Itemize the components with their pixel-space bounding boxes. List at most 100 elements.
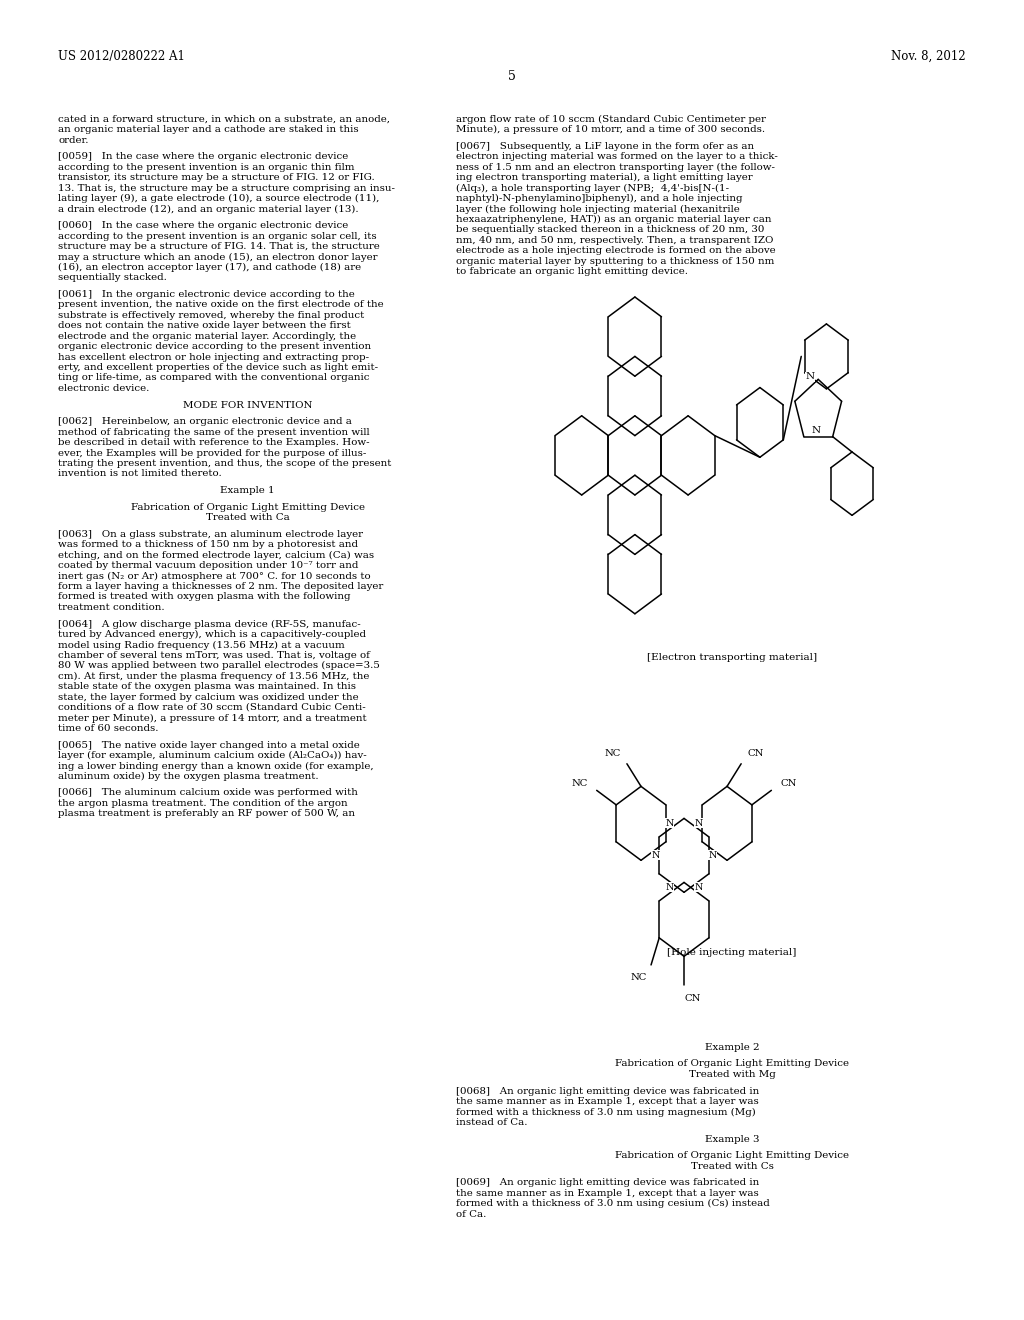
Text: model using Radio frequency (13.56 MHz) at a vacuum: model using Radio frequency (13.56 MHz) … (58, 640, 345, 649)
Text: (Alq₃), a hole transporting layer (NPB;  4,4'-bis[N-(1-: (Alq₃), a hole transporting layer (NPB; … (456, 183, 729, 193)
Text: chamber of several tens mTorr, was used. That is, voltage of: chamber of several tens mTorr, was used.… (58, 651, 371, 660)
Text: [0067]   Subsequently, a LiF layone in the form ofer as an: [0067] Subsequently, a LiF layone in the… (456, 143, 754, 150)
Text: N: N (651, 851, 659, 859)
Text: cm). At first, under the plasma frequency of 13.56 MHz, the: cm). At first, under the plasma frequenc… (58, 672, 370, 681)
Text: Treated with Ca: Treated with Ca (206, 513, 290, 523)
Text: NC: NC (571, 779, 588, 788)
Text: Treated with Mg: Treated with Mg (689, 1071, 775, 1078)
Text: CN: CN (748, 748, 764, 758)
Text: Fabrication of Organic Light Emitting Device: Fabrication of Organic Light Emitting De… (615, 1151, 849, 1160)
Text: ing a lower binding energy than a known oxide (for example,: ing a lower binding energy than a known … (58, 762, 374, 771)
Text: [Hole injecting material]: [Hole injecting material] (668, 948, 797, 957)
Text: according to the present invention is an organic thin film: according to the present invention is an… (58, 162, 355, 172)
Text: may a structure which an anode (15), an electron donor layer: may a structure which an anode (15), an … (58, 252, 378, 261)
Text: present invention, the native oxide on the first electrode of the: present invention, the native oxide on t… (58, 301, 384, 309)
Text: nm, 40 nm, and 50 nm, respectively. Then, a transparent IZO: nm, 40 nm, and 50 nm, respectively. Then… (456, 236, 773, 244)
Text: erty, and excellent properties of the device such as light emit-: erty, and excellent properties of the de… (58, 363, 379, 372)
Text: sequentially stacked.: sequentially stacked. (58, 273, 167, 282)
Text: [0064]   A glow discharge plasma device (RF-5S, manufac-: [0064] A glow discharge plasma device (R… (58, 619, 361, 628)
Text: a drain electrode (12), and an organic material layer (13).: a drain electrode (12), and an organic m… (58, 205, 359, 214)
Text: inert gas (N₂ or Ar) atmosphere at 700° C. for 10 seconds to: inert gas (N₂ or Ar) atmosphere at 700° … (58, 572, 371, 581)
Text: an organic material layer and a cathode are staked in this: an organic material layer and a cathode … (58, 125, 359, 135)
Text: [0066]   The aluminum calcium oxide was performed with: [0066] The aluminum calcium oxide was pe… (58, 788, 358, 797)
Text: [0063]   On a glass substrate, an aluminum electrode layer: [0063] On a glass substrate, an aluminum… (58, 529, 364, 539)
Text: [0069]   An organic light emitting device was fabricated in: [0069] An organic light emitting device … (456, 1179, 759, 1188)
Text: 80 W was applied between two parallel electrodes (space=3.5: 80 W was applied between two parallel el… (58, 661, 380, 671)
Text: N: N (666, 883, 674, 892)
Text: Minute), a pressure of 10 mtorr, and a time of 300 seconds.: Minute), a pressure of 10 mtorr, and a t… (456, 125, 765, 135)
Text: stable state of the oxygen plasma was maintained. In this: stable state of the oxygen plasma was ma… (58, 682, 356, 692)
Text: transistor, its structure may be a structure of FIG. 12 or FIG.: transistor, its structure may be a struc… (58, 173, 375, 182)
Text: lating layer (9), a gate electrode (10), a source electrode (11),: lating layer (9), a gate electrode (10),… (58, 194, 380, 203)
Text: according to the present invention is an organic solar cell, its: according to the present invention is an… (58, 231, 377, 240)
Text: Nov. 8, 2012: Nov. 8, 2012 (891, 50, 966, 63)
Text: be sequentially stacked thereon in a thickness of 20 nm, 30: be sequentially stacked thereon in a thi… (456, 226, 764, 235)
Text: ing electron transporting material), a light emitting layer: ing electron transporting material), a l… (456, 173, 753, 182)
Text: (16), an electron acceptor layer (17), and cathode (18) are: (16), an electron acceptor layer (17), a… (58, 263, 361, 272)
Text: Treated with Cs: Treated with Cs (691, 1162, 773, 1171)
Text: N: N (694, 818, 702, 828)
Text: the same manner as in Example 1, except that a layer was: the same manner as in Example 1, except … (456, 1189, 759, 1197)
Text: Example 1: Example 1 (220, 486, 275, 495)
Text: of Ca.: of Ca. (456, 1209, 486, 1218)
Text: naphtyl)-N-phenylamino]biphenyl), and a hole injecting: naphtyl)-N-phenylamino]biphenyl), and a … (456, 194, 742, 203)
Text: N: N (694, 883, 702, 892)
Text: hexaazatriphenylene, HAT)) as an organic material layer can: hexaazatriphenylene, HAT)) as an organic… (456, 215, 771, 224)
Text: [0061]   In the organic electronic device according to the: [0061] In the organic electronic device … (58, 290, 355, 300)
Text: layer (the following hole injecting material (hexanitrile: layer (the following hole injecting mate… (456, 205, 739, 214)
Text: aluminum oxide) by the oxygen plasma treatment.: aluminum oxide) by the oxygen plasma tre… (58, 772, 319, 781)
Text: invention is not limited thereto.: invention is not limited thereto. (58, 470, 222, 478)
Text: N: N (811, 425, 820, 434)
Text: to fabricate an organic light emitting device.: to fabricate an organic light emitting d… (456, 267, 688, 276)
Text: meter per Minute), a pressure of 14 mtorr, and a treatment: meter per Minute), a pressure of 14 mtor… (58, 713, 367, 722)
Text: layer (for example, aluminum calcium oxide (Al₂CaO₄)) hav-: layer (for example, aluminum calcium oxi… (58, 751, 368, 760)
Text: the same manner as in Example 1, except that a layer was: the same manner as in Example 1, except … (456, 1097, 759, 1106)
Text: electron injecting material was formed on the layer to a thick-: electron injecting material was formed o… (456, 152, 777, 161)
Text: electronic device.: electronic device. (58, 384, 150, 393)
Text: tured by Advanced energy), which is a capacitively-coupled: tured by Advanced energy), which is a ca… (58, 630, 367, 639)
Text: NC: NC (604, 748, 621, 758)
Text: MODE FOR INVENTION: MODE FOR INVENTION (183, 400, 312, 409)
Text: was formed to a thickness of 150 nm by a photoresist and: was formed to a thickness of 150 nm by a… (58, 540, 358, 549)
Text: organic electronic device according to the present invention: organic electronic device according to t… (58, 342, 372, 351)
Text: Example 2: Example 2 (705, 1043, 760, 1052)
Text: form a layer having a thicknesses of 2 nm. The deposited layer: form a layer having a thicknesses of 2 n… (58, 582, 384, 591)
Text: does not contain the native oxide layer between the first: does not contain the native oxide layer … (58, 321, 351, 330)
Text: formed with a thickness of 3.0 nm using cesium (Cs) instead: formed with a thickness of 3.0 nm using … (456, 1200, 769, 1208)
Text: trating the present invention, and thus, the scope of the present: trating the present invention, and thus,… (58, 459, 392, 469)
Text: N: N (806, 372, 815, 381)
Text: CN: CN (684, 994, 700, 1003)
Text: treatment condition.: treatment condition. (58, 603, 165, 612)
Text: has excellent electron or hole injecting and extracting prop-: has excellent electron or hole injecting… (58, 352, 370, 362)
Text: instead of Ca.: instead of Ca. (456, 1118, 527, 1127)
Text: electrode and the organic material layer. Accordingly, the: electrode and the organic material layer… (58, 331, 356, 341)
Text: [0065]   The native oxide layer changed into a metal oxide: [0065] The native oxide layer changed in… (58, 741, 360, 750)
Text: organic material layer by sputtering to a thickness of 150 nm: organic material layer by sputtering to … (456, 256, 774, 265)
Text: ever, the Examples will be provided for the purpose of illus-: ever, the Examples will be provided for … (58, 449, 367, 458)
Text: order.: order. (58, 136, 89, 145)
Text: 5: 5 (508, 70, 516, 83)
Text: [0062]   Hereinbelow, an organic electronic device and a: [0062] Hereinbelow, an organic electroni… (58, 417, 352, 426)
Text: ting or life-time, as compared with the conventional organic: ting or life-time, as compared with the … (58, 374, 370, 383)
Text: cated in a forward structure, in which on a substrate, an anode,: cated in a forward structure, in which o… (58, 115, 390, 124)
Text: time of 60 seconds.: time of 60 seconds. (58, 723, 159, 733)
Text: N: N (666, 818, 674, 828)
Text: [0059]   In the case where the organic electronic device: [0059] In the case where the organic ele… (58, 152, 348, 161)
Text: Example 3: Example 3 (705, 1135, 760, 1143)
Text: conditions of a flow rate of 30 sccm (Standard Cubic Centi-: conditions of a flow rate of 30 sccm (St… (58, 704, 367, 711)
Text: etching, and on the formed electrode layer, calcium (Ca) was: etching, and on the formed electrode lay… (58, 550, 375, 560)
Text: [Electron transporting material]: [Electron transporting material] (647, 653, 817, 663)
Text: N: N (709, 851, 717, 859)
Text: method of fabricating the same of the present invention will: method of fabricating the same of the pr… (58, 428, 370, 437)
Text: substrate is effectively removed, whereby the final product: substrate is effectively removed, whereb… (58, 312, 365, 319)
Text: the argon plasma treatment. The condition of the argon: the argon plasma treatment. The conditio… (58, 799, 348, 808)
Text: be described in detail with reference to the Examples. How-: be described in detail with reference to… (58, 438, 370, 447)
Text: NC: NC (631, 973, 647, 982)
Text: formed with a thickness of 3.0 nm using magnesium (Mg): formed with a thickness of 3.0 nm using … (456, 1107, 756, 1117)
Text: [0060]   In the case where the organic electronic device: [0060] In the case where the organic ele… (58, 222, 348, 230)
Text: Fabrication of Organic Light Emitting Device: Fabrication of Organic Light Emitting De… (615, 1060, 849, 1068)
Text: state, the layer formed by calcium was oxidized under the: state, the layer formed by calcium was o… (58, 693, 359, 701)
Text: coated by thermal vacuum deposition under 10⁻⁷ torr and: coated by thermal vacuum deposition unde… (58, 561, 358, 570)
Text: 13. That is, the structure may be a structure comprising an insu-: 13. That is, the structure may be a stru… (58, 183, 395, 193)
Text: [0068]   An organic light emitting device was fabricated in: [0068] An organic light emitting device … (456, 1086, 759, 1096)
